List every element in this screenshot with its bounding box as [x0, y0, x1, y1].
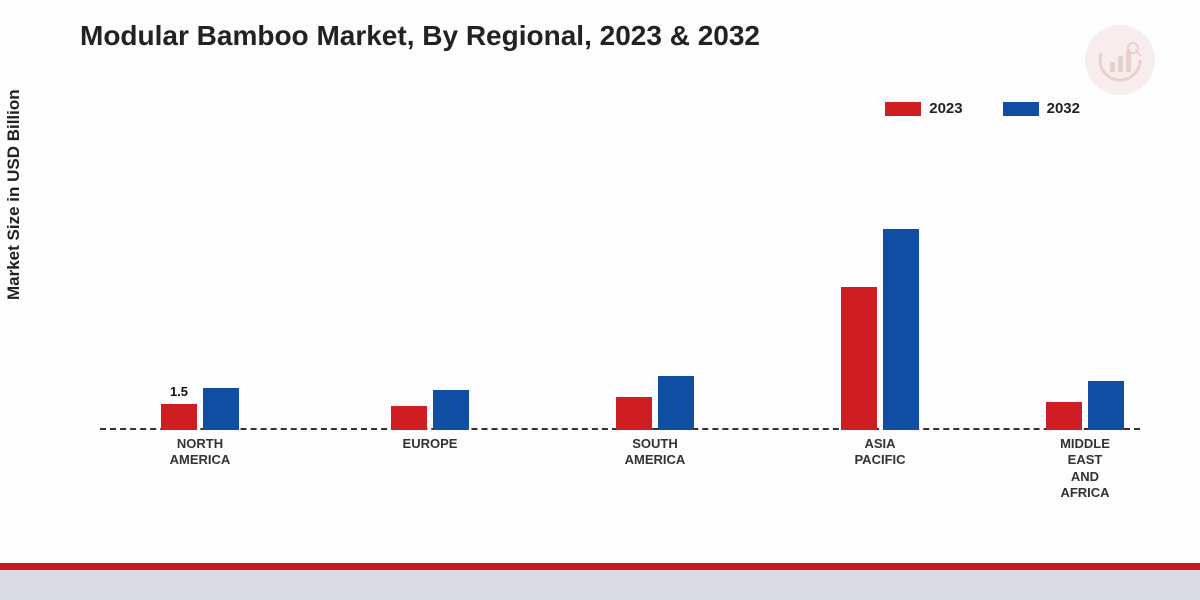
legend: 2023 2032 — [885, 100, 1080, 117]
legend-item-2023: 2023 — [885, 100, 962, 117]
bar-group — [1025, 381, 1145, 430]
footer-red-stripe — [0, 563, 1200, 570]
bar-group: 1.5 — [140, 388, 260, 430]
plot-area: 1.5 — [100, 150, 1140, 430]
x-label-text: EUROPE — [360, 436, 500, 452]
analytics-icon — [1098, 38, 1142, 82]
legend-swatch — [1003, 102, 1039, 116]
bar-group — [595, 376, 715, 430]
bar-2023 — [616, 397, 652, 430]
x-label-text: MIDDLEEASTANDAFRICA — [1015, 436, 1155, 501]
bar-2023 — [391, 406, 427, 431]
legend-label: 2023 — [929, 100, 962, 117]
bar-2032 — [658, 376, 694, 430]
bar-2023 — [841, 287, 877, 431]
chart-title: Modular Bamboo Market, By Regional, 2023… — [80, 20, 760, 52]
brand-watermark — [1085, 25, 1155, 95]
bar-group — [820, 229, 940, 430]
bar-2032 — [1088, 381, 1124, 430]
bar-group — [370, 390, 490, 430]
y-axis-label: Market Size in USD Billion — [4, 89, 24, 300]
x-label-text: SOUTHAMERICA — [585, 436, 725, 469]
bar-2023: 1.5 — [161, 404, 197, 430]
legend-label: 2032 — [1047, 100, 1080, 117]
legend-item-2032: 2032 — [1003, 100, 1080, 117]
bar-2032 — [433, 390, 469, 430]
footer-grey-stripe — [0, 570, 1200, 600]
legend-swatch — [885, 102, 921, 116]
bar-value-label: 1.5 — [161, 384, 197, 399]
footer-decoration — [0, 564, 1200, 600]
x-axis-labels: NORTHAMERICA EUROPE SOUTHAMERICA ASIAPACIFI… — [100, 430, 1140, 530]
bar-2032 — [203, 388, 239, 430]
bar-2023 — [1046, 402, 1082, 430]
x-label-text: NORTHAMERICA — [130, 436, 270, 469]
bar-2032 — [883, 229, 919, 430]
x-label-text: ASIAPACIFIC — [810, 436, 950, 469]
